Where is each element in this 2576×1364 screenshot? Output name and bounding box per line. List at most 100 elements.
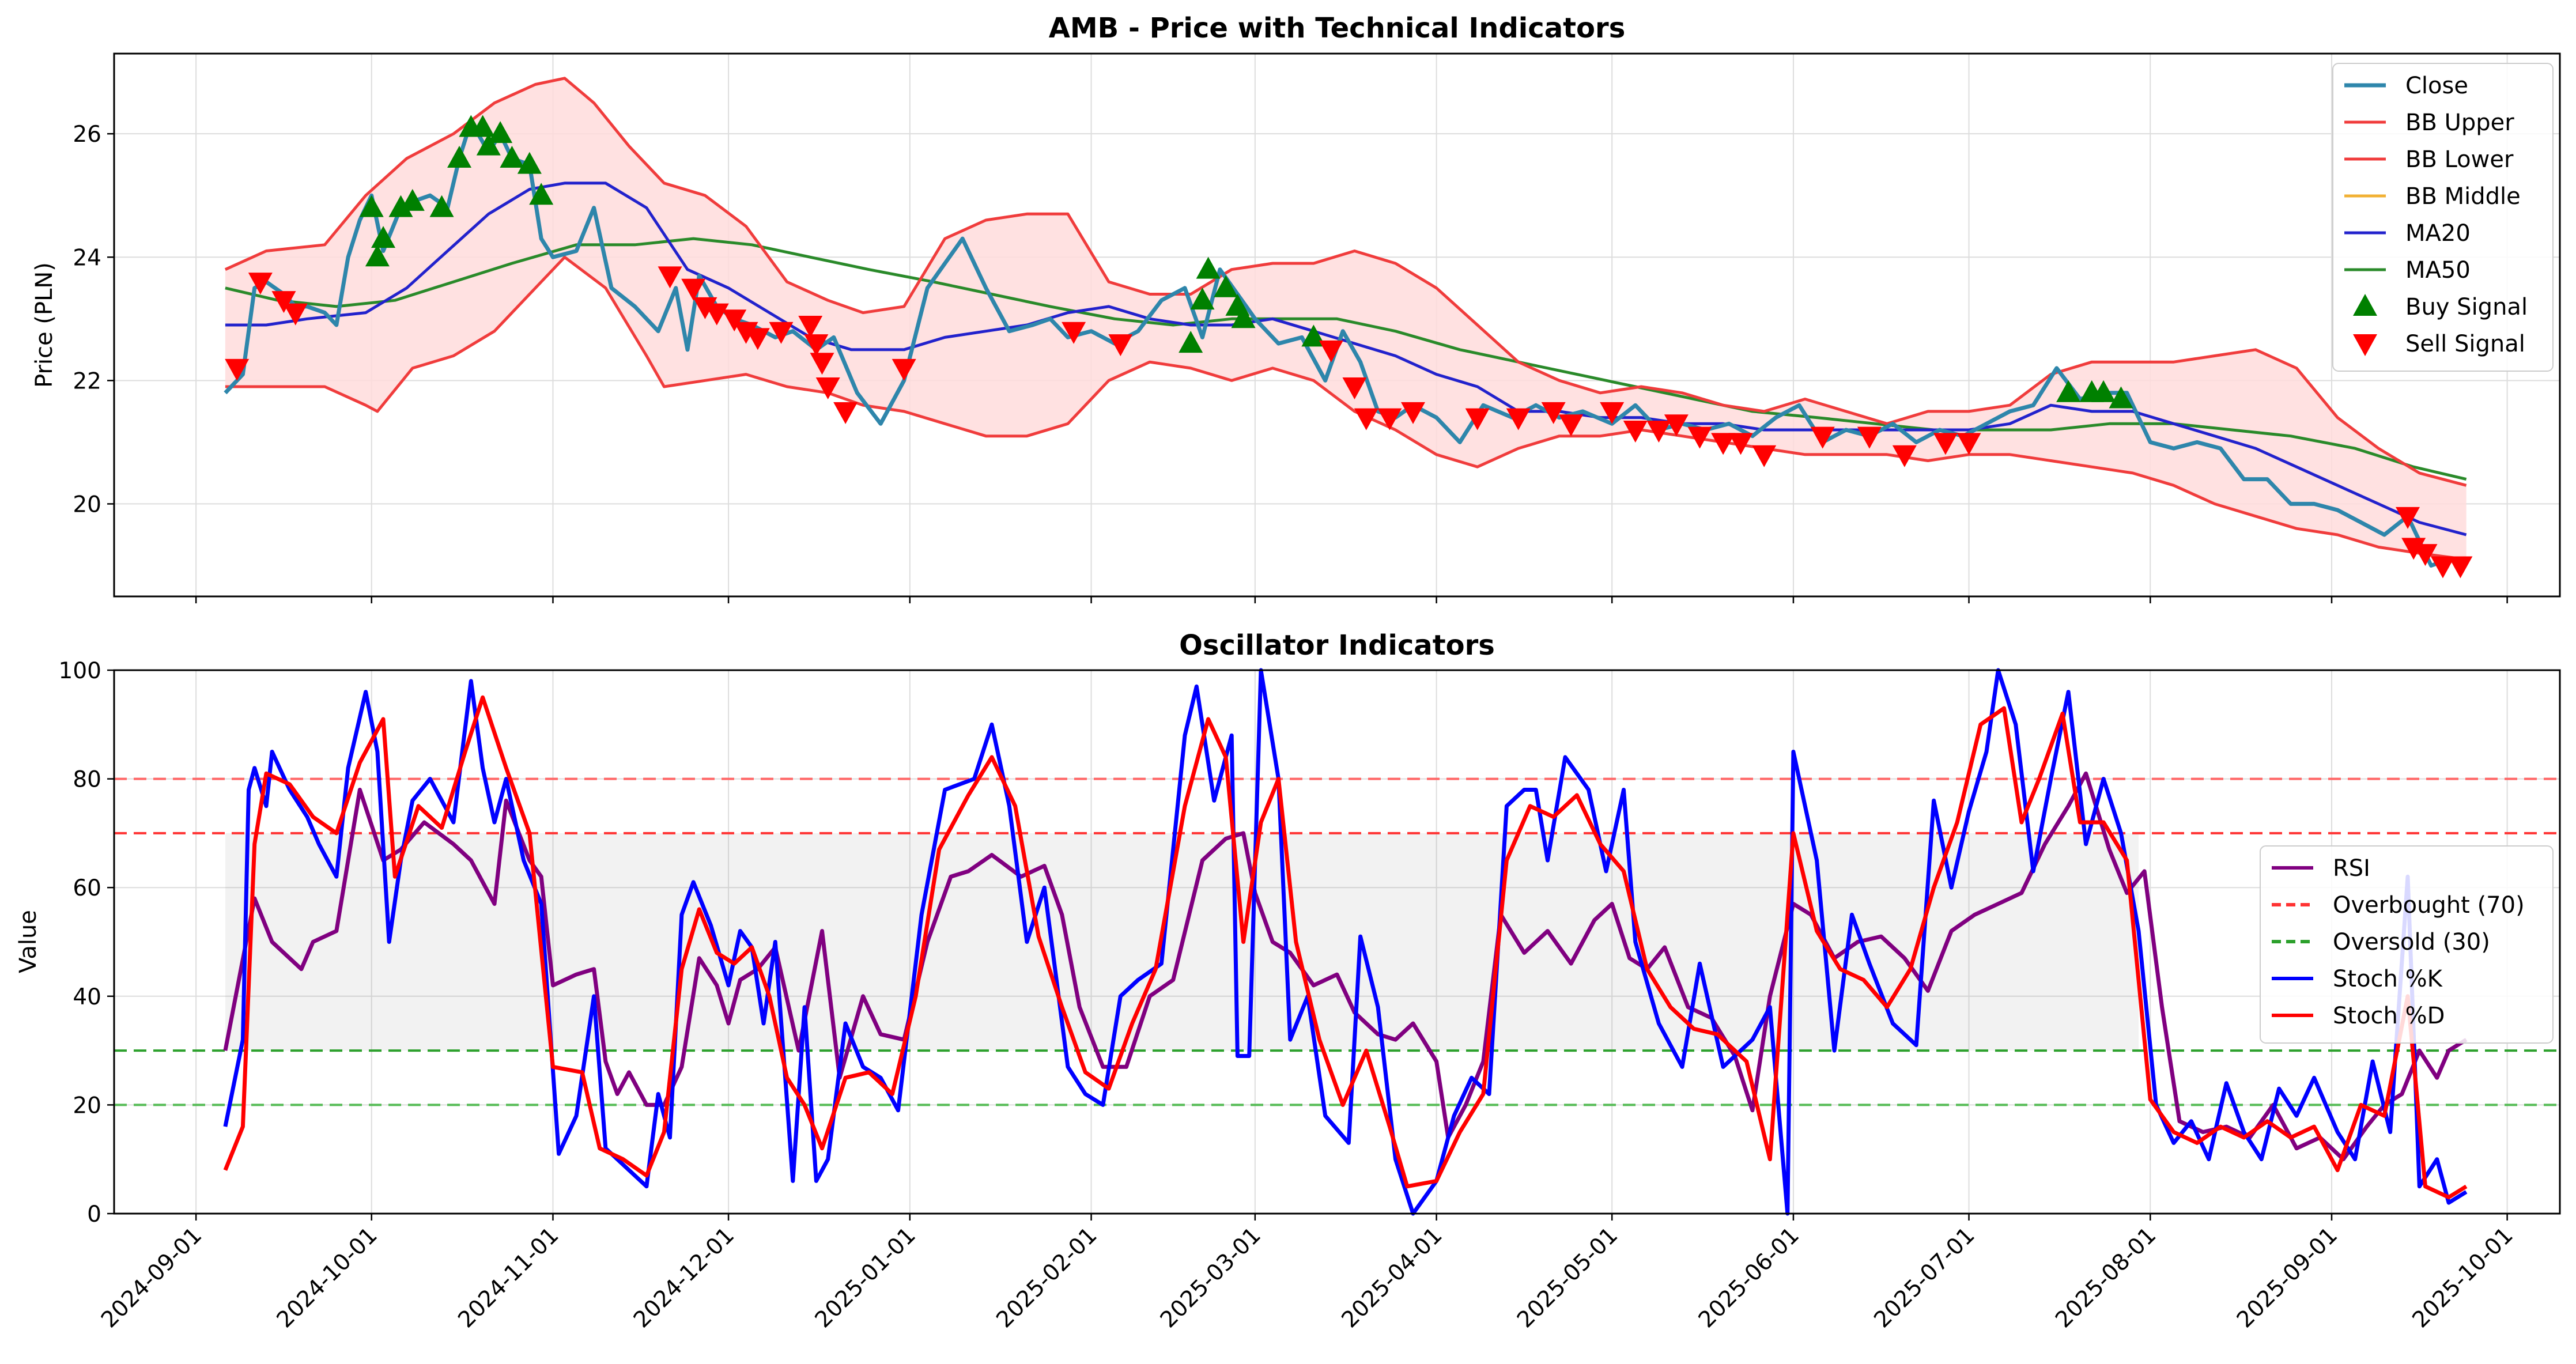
sell-signal-marker [798, 316, 823, 338]
legend-label: Overbought (70) [2333, 892, 2525, 919]
legend-swatch [2353, 334, 2377, 356]
legend-box [2260, 845, 2554, 1044]
rsi-line [223, 771, 2468, 1162]
sell-signal-marker [693, 297, 717, 319]
price-y-axis-label: Price (PLN) [31, 262, 58, 388]
buy-signal-marker [429, 195, 454, 217]
sell-signal-marker [769, 322, 794, 344]
buy-signal-marker [1196, 256, 1221, 279]
buy-signal-marker [488, 121, 513, 143]
y-tick-label: 60 [73, 875, 101, 901]
sell-signal-marker [2413, 544, 2438, 566]
sell-signal-marker [1857, 426, 1882, 449]
sell-signal-marker [1956, 433, 1981, 455]
buy-signal-marker [2056, 380, 2081, 402]
legend-label: BB Upper [2405, 109, 2514, 136]
sell-signal-marker [225, 358, 250, 381]
sell-signal-marker [1108, 334, 1133, 357]
price-plot-frame [113, 52, 2561, 598]
buy-signal-marker [529, 183, 554, 205]
buy-signal-marker [447, 145, 472, 168]
oscillator-plot-frame [113, 669, 2561, 1215]
sell-signal-marker [1541, 402, 1566, 424]
y-tick-label: 80 [73, 767, 101, 793]
sell-signal-marker [2396, 507, 2420, 529]
sell-signal-marker [1559, 414, 1584, 437]
legend-label: RSI [2333, 855, 2370, 882]
buy-signal-marker [359, 195, 384, 217]
sell-signal-marker [1506, 408, 1531, 430]
sell-signal-marker [1933, 433, 1958, 455]
sell-signal-marker [1892, 445, 1917, 467]
sell-signal-marker [1062, 322, 1086, 344]
sell-signal-marker [734, 322, 758, 344]
sell-signal-marker [1752, 445, 1777, 467]
sell-signal-marker [1400, 402, 1425, 424]
sell-signal-marker [658, 266, 682, 289]
sell-signal-marker [1319, 340, 1343, 362]
y-tick-label: 0 [87, 1201, 101, 1227]
legend-label: BB Middle [2405, 183, 2521, 210]
y-tick-label: 100 [59, 658, 101, 684]
sell-signal-marker [810, 353, 834, 375]
sell-signal-marker [722, 309, 747, 332]
legend-swatch [2353, 294, 2377, 316]
legend-label: Oversold (30) [2333, 929, 2490, 955]
buy-signal-marker [1214, 275, 1238, 297]
legend-box [2332, 63, 2554, 372]
sell-signal-marker [283, 303, 308, 326]
bollinger-band-fill [225, 78, 2467, 560]
ma50-line [225, 237, 2467, 481]
sell-signal-marker [704, 303, 729, 326]
legend-label: MA20 [2405, 220, 2471, 247]
buy-signal-marker [500, 145, 524, 168]
oscillator-y-axis-label: Value [15, 910, 41, 973]
bb-lower-line [225, 255, 2467, 561]
y-tick-label: 22 [73, 368, 101, 394]
sell-signal-marker [271, 291, 296, 313]
sell-signal-marker [1600, 402, 1625, 424]
sell-signal-marker [2401, 538, 2426, 560]
sell-signal-marker [892, 358, 916, 381]
bb-upper-line [224, 77, 2467, 487]
legend-label: Close [2405, 73, 2468, 99]
y-tick-label: 24 [73, 245, 101, 271]
price-panel: AMB - Price with Technical Indicators 20… [31, 12, 2561, 603]
sell-signal-marker [1646, 420, 1671, 443]
sell-signal-marker [2448, 556, 2473, 579]
buy-signal-marker [371, 226, 396, 248]
sell-signal-marker [1711, 433, 1736, 455]
buy-signal-marker [1231, 306, 1256, 328]
buy-signal-marker [2109, 386, 2133, 409]
y-tick-label: 20 [73, 1093, 101, 1119]
buy-signal-marker [1179, 331, 1203, 353]
legend-label: Stoch %D [2333, 1003, 2445, 1029]
buy-signal-marker [2091, 380, 2116, 402]
sell-signal-marker [248, 273, 273, 295]
sell-signal-marker [815, 377, 840, 400]
y-tick-label: 26 [73, 122, 101, 148]
sell-signal-marker [1687, 426, 1712, 449]
y-tick-label: 20 [73, 492, 101, 517]
sell-signal-marker [833, 402, 858, 424]
sell-signal-marker [1354, 408, 1378, 430]
sell-signal-marker [2430, 556, 2455, 579]
oscillator-chart-title: Oscillator Indicators [1179, 629, 1495, 662]
sell-signal-marker [1728, 433, 1753, 455]
sell-signal-marker [745, 328, 770, 350]
y-tick-label: 40 [73, 984, 101, 1010]
sell-signal-marker [804, 334, 829, 357]
buy-signal-marker [517, 152, 542, 174]
legend-label: Buy Signal [2405, 294, 2528, 320]
oscillator-legend: RSI Overbought (70) Oversold (30) Stoch %K S… [2260, 845, 2554, 1044]
sell-signal-marker [1342, 377, 1367, 400]
legend-label: BB Lower [2405, 146, 2514, 173]
legend-label: MA50 [2405, 257, 2471, 284]
sell-signal-marker [1664, 414, 1689, 437]
ma20-line [225, 182, 2467, 536]
sell-signal-marker [1623, 420, 1648, 443]
stoch-d-line [223, 695, 2468, 1200]
sell-signal-marker [1377, 408, 1402, 430]
buy-signal-marker [400, 188, 425, 211]
